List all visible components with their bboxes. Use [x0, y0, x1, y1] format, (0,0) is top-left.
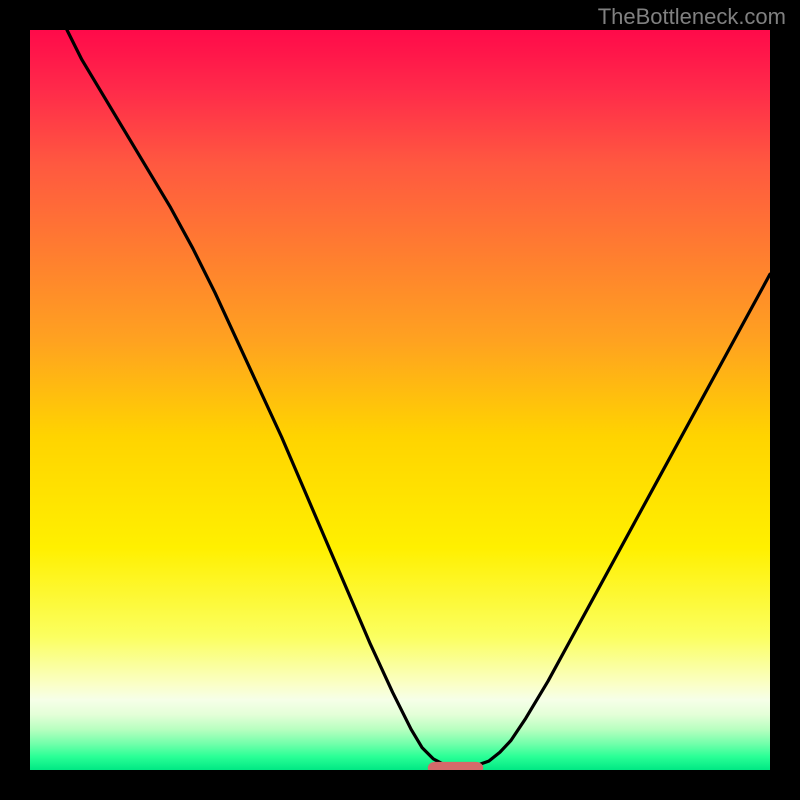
- plot-area: [30, 30, 770, 770]
- bottleneck-curve: [67, 30, 770, 767]
- watermark-text: TheBottleneck.com: [598, 4, 786, 30]
- optimum-marker: [428, 762, 484, 770]
- curve-layer: [30, 30, 770, 770]
- chart-frame: TheBottleneck.com: [0, 0, 800, 800]
